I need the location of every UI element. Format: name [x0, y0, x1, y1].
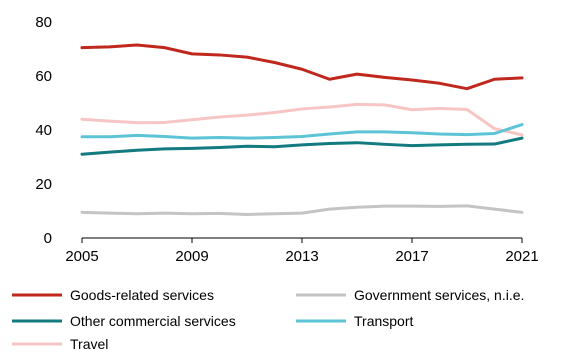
legend-label: Other commercial services — [70, 313, 236, 329]
y-tick-label: 60 — [35, 68, 52, 85]
series-line-other-commercial-services — [80, 136, 524, 156]
x-tick-label: 2005 — [65, 248, 98, 265]
y-axis-ticks: 0 20 40 60 80 — [35, 14, 52, 247]
legend-label: Travel — [70, 336, 108, 352]
x-tick-label: 2021 — [505, 248, 538, 265]
series-lines — [80, 43, 524, 217]
y-tick-label: 40 — [35, 122, 52, 139]
x-tick-label: 2017 — [395, 248, 428, 265]
y-tick-label: 20 — [35, 176, 52, 193]
series-line-travel — [80, 102, 524, 137]
x-axis-ticks: 2005 2009 2013 2017 2021 — [65, 238, 539, 265]
legend-label: Transport — [354, 313, 414, 329]
series-line-government-services-n-i-e — [80, 204, 524, 217]
legend-label: Government services, n.i.e. — [354, 287, 524, 303]
y-tick-label: 0 — [44, 230, 52, 247]
series-line-transport — [80, 123, 524, 140]
y-tick-label: 80 — [35, 14, 52, 31]
x-tick-label: 2013 — [285, 248, 318, 265]
legend-label: Goods-related services — [70, 287, 214, 303]
x-tick-label: 2009 — [175, 248, 208, 265]
legend: Goods-related services Government service… — [12, 287, 524, 352]
series-line-goods-related-services — [80, 43, 524, 91]
